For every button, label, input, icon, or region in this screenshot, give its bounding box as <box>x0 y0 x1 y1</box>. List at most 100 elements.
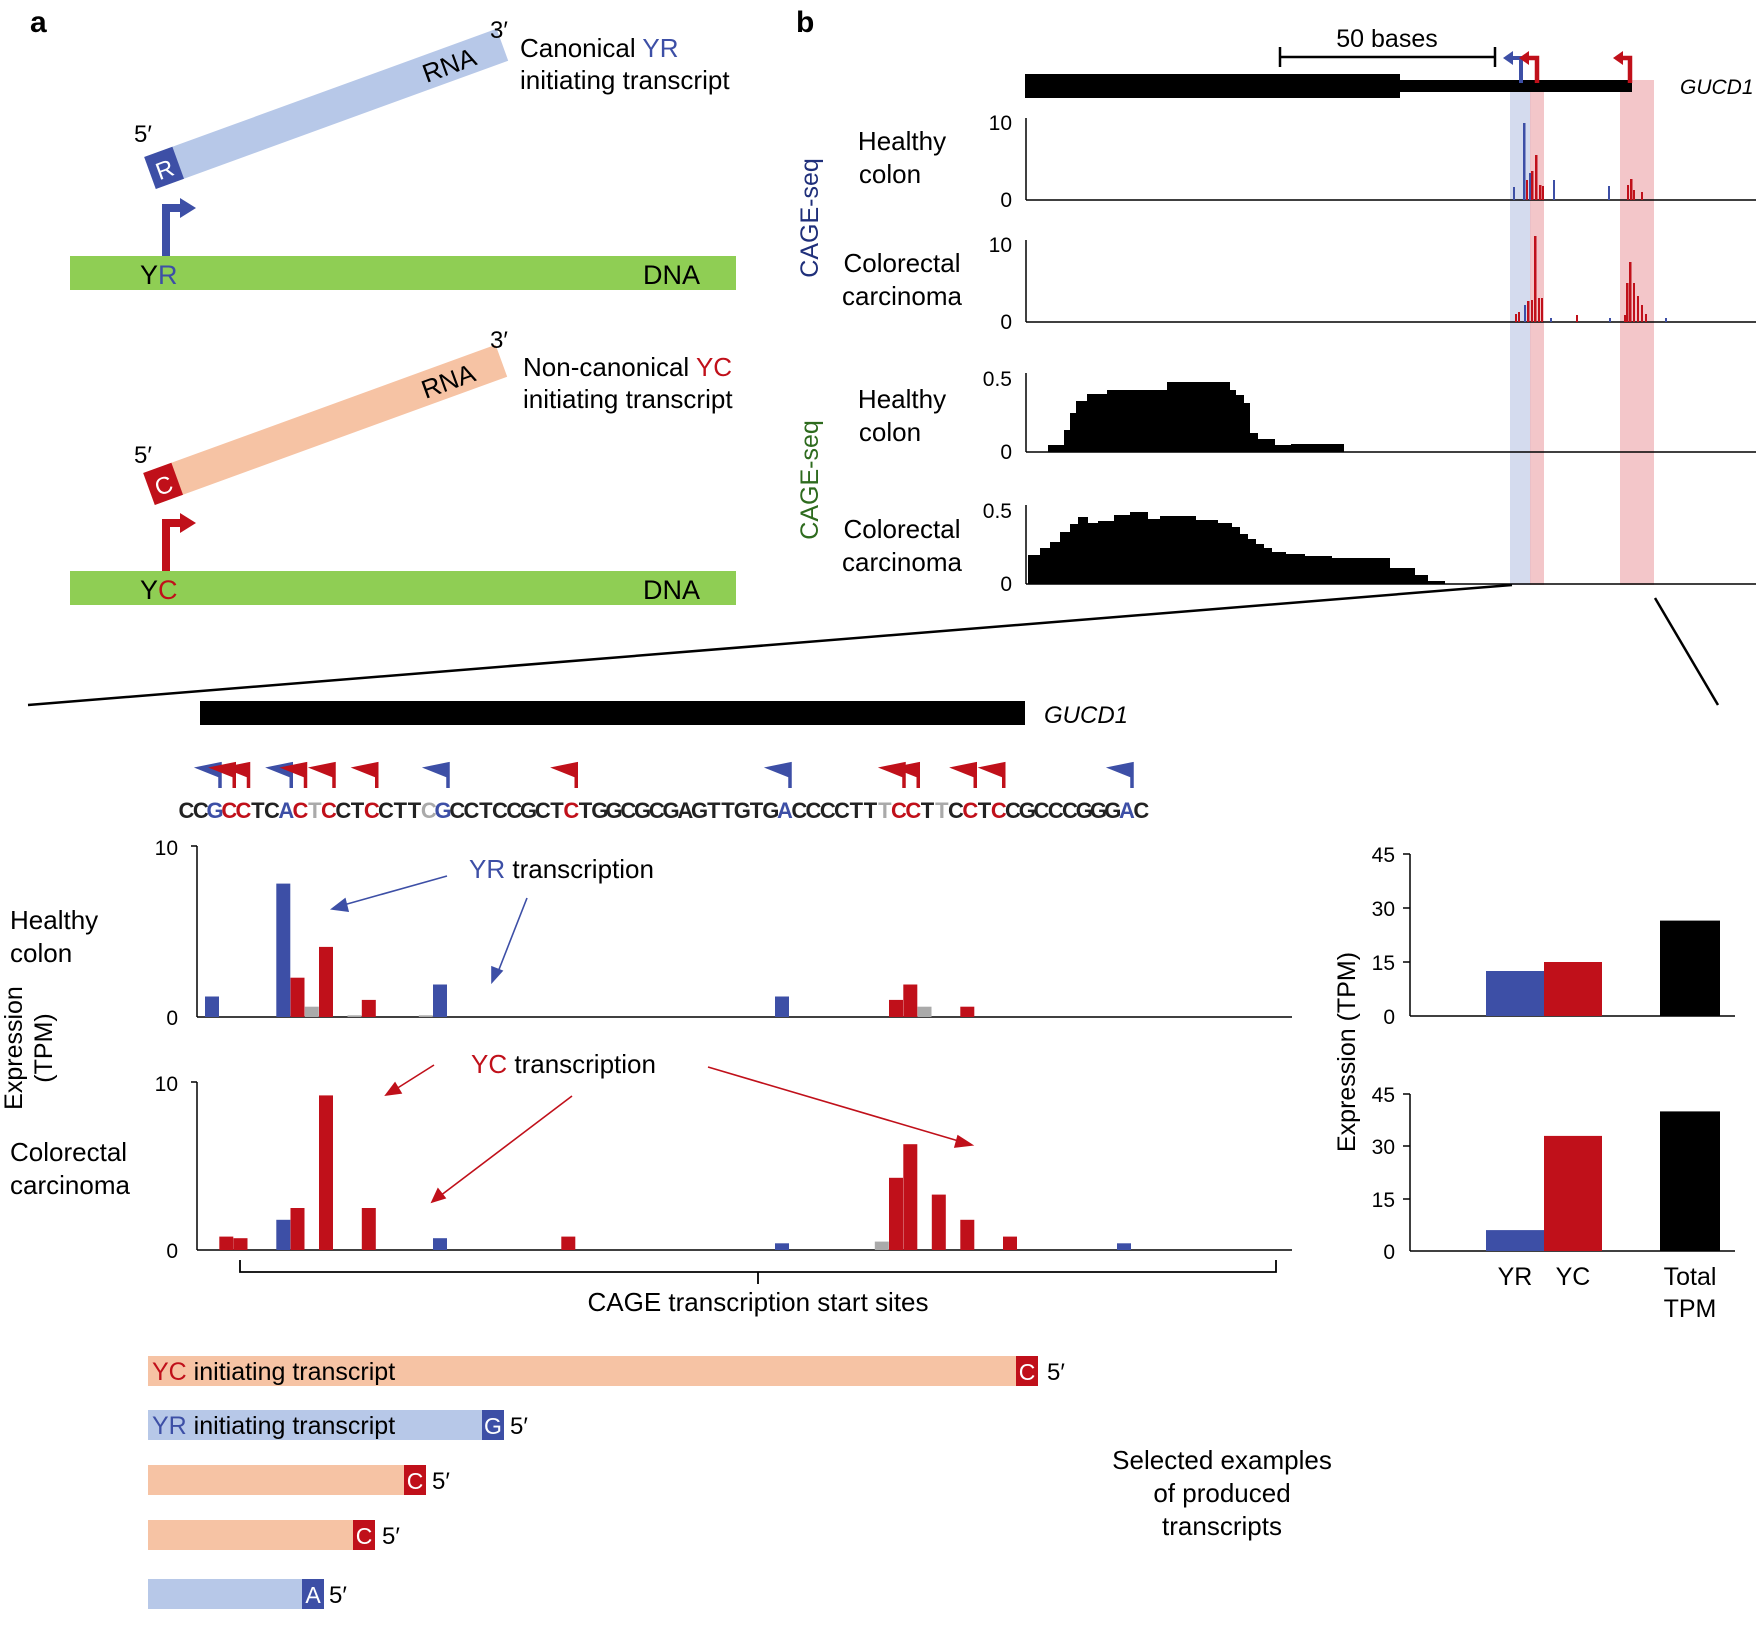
track4-coverage-area <box>1028 512 1445 584</box>
totals-healthy-tick-45: 45 <box>1372 844 1395 867</box>
nucleotide: A <box>777 798 793 823</box>
yc-annotation-arrows <box>384 1064 975 1204</box>
nucleotide: C <box>962 798 978 823</box>
panel-a: a DNA YR R RNA 5′ 3′ Canonical YR initia… <box>30 6 736 605</box>
transcript-2-cap: G <box>484 1413 502 1439</box>
nucleotide: C <box>1133 798 1149 823</box>
tss-flag-icon <box>763 761 792 788</box>
tss-flags <box>193 761 1134 788</box>
tss-bar <box>276 1219 291 1250</box>
zoom-healthy-axis: 10 0 <box>155 837 1292 1030</box>
tss-bar <box>319 1095 333 1250</box>
noncanonical-title: Non-canonical YC <box>523 352 732 382</box>
nucleotide: T <box>579 798 593 823</box>
tss-bar <box>290 1208 305 1250</box>
nucleotide: T <box>721 798 735 823</box>
nucleotide: C <box>991 798 1007 823</box>
nucleotide: C <box>421 798 437 823</box>
tss-flag-icon <box>1105 761 1134 788</box>
noncanonical-yc-schematic: DNA YC C RNA 5′ 3′ Non-canonical YC init… <box>70 327 736 605</box>
tss-flag-icon <box>222 761 251 788</box>
track3-coverage-area <box>1048 382 1344 452</box>
nucleotide: T <box>394 798 408 823</box>
zoom-crc-label-line2: carcinoma <box>10 1170 130 1200</box>
nucleotide: C <box>364 798 380 823</box>
panel-b-label: b <box>796 6 814 39</box>
assay-label-green: CAGE-seq <box>796 420 824 539</box>
track2-label-line1: Colorectal <box>843 248 960 278</box>
zoom-ylabel-line2: (TPM) <box>30 1013 58 1082</box>
tss-arrow-yc-icon <box>162 513 196 571</box>
yr-rna-bar <box>144 28 509 189</box>
track4-label-line2: carcinoma <box>842 547 962 577</box>
totals-x-total-line2: TPM <box>1664 1295 1717 1323</box>
tss-bar <box>1117 1243 1131 1250</box>
nucleotide: G <box>1090 798 1107 823</box>
transcript-5-cap: A <box>305 1582 321 1608</box>
tss-bar <box>903 1144 918 1250</box>
tss-bar <box>290 977 305 1017</box>
nucleotide: G <box>1104 798 1121 823</box>
tss-bar <box>233 1238 248 1250</box>
totals-crc-tick-15: 15 <box>1372 1189 1395 1212</box>
nucleotide: C <box>905 798 921 823</box>
track1-ymin: 0 <box>1000 189 1012 212</box>
nucleotide: G <box>434 798 451 823</box>
transcript-1-five: 5′ <box>1047 1359 1065 1386</box>
nucleotide: T <box>921 798 935 823</box>
tss-bar <box>889 1177 903 1250</box>
nucleotide: C <box>1062 798 1078 823</box>
total-bar <box>1544 1135 1602 1251</box>
transcript-2-five: 5′ <box>510 1413 528 1440</box>
nucleotide: C <box>221 798 237 823</box>
nucleotide: T <box>308 798 322 823</box>
canonical-yr-schematic: DNA YR R RNA 5′ 3′ Canonical YR initiati… <box>70 17 736 290</box>
tss-bar <box>931 1194 946 1250</box>
nucleotide: C <box>1048 798 1064 823</box>
totals-healthy-tick-0: 0 <box>1383 1006 1395 1029</box>
canonical-title: Canonical YR <box>520 33 679 63</box>
nucleotide: T <box>408 798 422 823</box>
total-bar <box>1660 920 1720 1016</box>
dna-label-top: DNA <box>643 260 700 290</box>
caption-line1: Selected examples <box>1112 1445 1332 1475</box>
nucleotide: C <box>193 798 209 823</box>
track3-label-line1: Healthy <box>858 384 946 414</box>
caption-line3: transcripts <box>1162 1511 1282 1541</box>
yc-highlight-band-2 <box>1620 80 1654 585</box>
caption-line2: of produced <box>1153 1478 1290 1508</box>
tss-flag-icon <box>307 761 336 788</box>
total-bar <box>1486 971 1544 1016</box>
tss-bar <box>418 1015 433 1017</box>
track4-ymin: 0 <box>1000 573 1012 596</box>
tss-bar <box>775 1243 789 1250</box>
tss-flag-icon <box>892 761 920 788</box>
track4-ymax: 0.5 <box>983 500 1012 523</box>
gene-name: GUCD1 <box>1680 76 1754 99</box>
healthy-ymax: 10 <box>155 837 178 860</box>
nucleotide: G <box>520 798 537 823</box>
tss-bar <box>960 1006 975 1017</box>
nucleotide: C <box>620 798 636 823</box>
nucleotide: G <box>206 798 223 823</box>
nucleotide: T <box>251 798 265 823</box>
noncanonical-subtitle: initiating transcript <box>523 384 733 414</box>
totals-x-yc: YC <box>1556 1263 1591 1291</box>
zoom-healthy-label-line2: colon <box>10 938 72 968</box>
nucleotide: C <box>535 798 551 823</box>
yr-rna-transcript: R RNA <box>144 28 509 189</box>
nucleotide: C <box>820 798 836 823</box>
yc-rna-transcript: C RNA <box>143 344 508 505</box>
tss-bar <box>347 1015 362 1017</box>
tss-bar <box>960 1219 975 1250</box>
nucleotide: G <box>691 798 708 823</box>
tss-bar <box>219 1236 234 1250</box>
nucleotide: C <box>806 798 822 823</box>
tss-marker-red-icon <box>1519 51 1540 83</box>
tss-marker-blue-icon <box>1503 51 1523 83</box>
tss-marker-red-2-icon <box>1613 51 1633 83</box>
track1-ymax: 10 <box>989 112 1012 135</box>
nucleotide: A <box>1119 798 1135 823</box>
nucleotide: T <box>479 798 493 823</box>
zoom-xlabel: CAGE transcription start sites <box>588 1287 929 1317</box>
